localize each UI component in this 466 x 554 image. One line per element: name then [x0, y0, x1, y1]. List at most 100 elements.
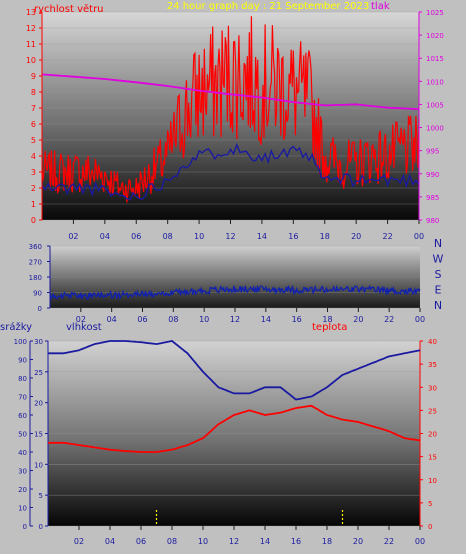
wind-tick-label: 11 — [26, 40, 36, 49]
direction-compass-label: N — [434, 237, 442, 250]
x-tick-label: 06 — [136, 537, 146, 546]
pressure-tick-label: 995 — [426, 148, 439, 156]
humidity-temperature-plot: 0 10 20 30 40 50 60 70 80 90 10 00 5 10 15 20 25 30 0 5 10 15… — [14, 338, 437, 546]
humidity-tick-label: 20 — [34, 400, 43, 408]
humidity-tick-label: 0 — [39, 523, 43, 531]
x-tick-label: 20 — [351, 232, 361, 241]
humidity-tick-label: 10 — [34, 461, 43, 469]
x-tick-label: 08 — [168, 315, 178, 324]
wind-tick-label: 3 — [31, 168, 36, 177]
temperature-tick-label: 40 — [428, 338, 437, 346]
direction-tick-label: 0 — [38, 305, 42, 313]
direction-series — [49, 284, 421, 301]
humidity-axis-label: vlhkost — [66, 322, 102, 333]
rain-tick-label: 90 — [18, 357, 27, 365]
humidity-tick-label: 30 — [34, 338, 43, 346]
wind-pressure-plot: 0123456789101112139809859909951000100510… — [26, 8, 444, 241]
pressure-tick-label: 990 — [426, 171, 439, 179]
x-tick-label: 10 — [199, 315, 209, 324]
x-tick-label: 16 — [291, 537, 301, 546]
x-tick-label: 20 — [353, 537, 363, 546]
pressure-tick-label: 980 — [426, 217, 439, 225]
x-tick-label: 18 — [320, 232, 330, 241]
pressure-axis-label: tlak — [371, 1, 390, 12]
rain-tick-label: 40 — [18, 449, 27, 457]
wind-tick-label: 12 — [26, 24, 36, 33]
x-tick-label: 10 — [194, 232, 204, 241]
x-tick-label: 06 — [137, 315, 147, 324]
rain-axis-label: srážky — [0, 321, 32, 333]
chart-title: 24 hour graph day : 21 September 2023 — [167, 1, 369, 12]
x-tick-label: 08 — [163, 232, 173, 241]
direction-compass-label: E — [435, 284, 442, 297]
temperature-tick-label: 5 — [428, 500, 432, 508]
wind-tick-label: 6 — [31, 120, 36, 129]
x-tick-label: 22 — [384, 537, 394, 546]
rain-tick-label: 50 — [18, 431, 27, 439]
x-tick-label: 14 — [261, 315, 271, 324]
x-tick-label: 02 — [74, 537, 84, 546]
wind-tick-label: 9 — [31, 72, 36, 81]
pressure-tick-label: 1020 — [426, 32, 444, 40]
humidity-tick-label: 5 — [39, 492, 43, 500]
rain-tick-label: 10 — [18, 505, 27, 513]
wind-avg-series — [41, 142, 420, 201]
wind-tick-label: 0 — [31, 216, 36, 225]
pressure-tick-label: 985 — [426, 194, 439, 202]
pressure-tick-label: 1010 — [426, 78, 444, 86]
rain-tick-label: 100 — [14, 338, 27, 346]
temperature-axis-label: teplota — [312, 322, 347, 333]
wind-tick-label: 8 — [31, 88, 36, 97]
wind-tick-label: 13 — [26, 8, 36, 17]
rain-tick-label: 30 — [18, 468, 27, 476]
pressure-tick-label: 1025 — [426, 9, 444, 17]
pressure-series — [41, 73, 420, 110]
x-tick-label: 08 — [167, 537, 177, 546]
rain-tick-label: 80 — [18, 375, 27, 383]
pressure-tick-label: 1000 — [426, 125, 444, 133]
temperature-tick-label: 15 — [428, 454, 437, 462]
x-tick-label: 06 — [131, 232, 141, 241]
humidity-tick-label: 25 — [34, 369, 43, 377]
x-tick-label: 00 — [415, 315, 425, 324]
x-tick-label: 12 — [229, 537, 239, 546]
x-tick-label: 16 — [292, 315, 302, 324]
x-tick-label: 18 — [322, 315, 332, 324]
temperature-tick-label: 10 — [428, 477, 437, 485]
x-tick-label: 04 — [100, 232, 110, 241]
x-tick-label: 14 — [257, 232, 267, 241]
direction-tick-label: 360 — [29, 243, 42, 251]
x-tick-label: 00 — [415, 537, 425, 546]
wind-axis-label: rychlost větru — [34, 3, 104, 15]
x-tick-label: 04 — [107, 315, 117, 324]
wind-tick-label: 10 — [26, 56, 36, 65]
x-tick-label: 18 — [322, 537, 332, 546]
wind-tick-label: 7 — [31, 104, 36, 113]
x-tick-label: 10 — [198, 537, 208, 546]
direction-compass-label: N — [434, 299, 442, 312]
x-tick-label: 16 — [288, 232, 298, 241]
x-tick-label: 04 — [105, 537, 115, 546]
temperature-series — [48, 404, 421, 453]
rain-tick-label: 60 — [18, 412, 27, 420]
direction-tick-label: 180 — [29, 274, 42, 282]
x-tick-label: 02 — [76, 315, 86, 324]
x-tick-label: 00 — [414, 232, 424, 241]
wind-tick-label: 5 — [31, 136, 36, 145]
temperature-tick-label: 0 — [428, 523, 432, 531]
wind-tick-label: 1 — [31, 200, 36, 209]
direction-compass-label: S — [435, 268, 442, 281]
x-tick-label: 14 — [260, 537, 270, 546]
wind-tick-label: 4 — [31, 152, 36, 161]
temperature-tick-label: 35 — [428, 361, 437, 369]
wind-tick-label: 2 — [31, 184, 36, 193]
x-tick-label: 12 — [230, 315, 240, 324]
x-tick-label: 12 — [225, 232, 235, 241]
x-tick-label: 02 — [68, 232, 78, 241]
direction-tick-label: 90 — [33, 290, 42, 298]
rain-tick-label: 70 — [18, 394, 27, 402]
humidity-tick-label: 15 — [34, 431, 43, 439]
